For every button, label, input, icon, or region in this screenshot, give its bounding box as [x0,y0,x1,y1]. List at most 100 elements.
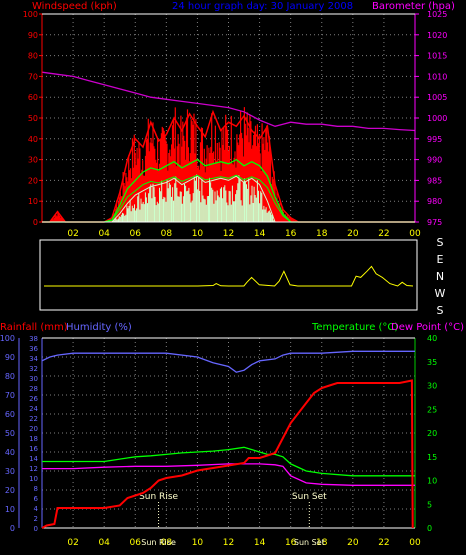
temperature-tick-label: 15 [427,453,437,462]
barometer-tick-label: 1010 [427,72,447,81]
rain-tick-label: 6 [34,495,39,503]
sun-annotation: Sun Set [292,492,327,502]
series-temperature [42,446,415,477]
series-barometer [41,71,416,132]
series-humidity [41,350,415,373]
x-tick-label: 06 [130,229,142,239]
barometer-tick-label: 1005 [427,93,447,102]
windspeed-tick-label: 50 [28,114,38,123]
x-tick-label: 18 [316,538,328,548]
windspeed-tick-label: 80 [28,52,38,61]
wind-baro-panel: 02 04 06 08 10 12 14 16 18 20 22 000102030405060708… [23,10,448,239]
series-average2 [42,175,415,223]
rain-tick-label: 38 [29,335,38,343]
direction-label: N [436,270,444,283]
barometer-tick-label: 995 [427,135,442,144]
humidity-tick-label: 90 [5,353,15,362]
sun-axis-annotation: Sun Rise [141,538,176,547]
series-average-low [42,174,415,223]
humidity-tick-label: 20 [5,486,15,495]
barometer-tick-label: 980 [427,197,442,206]
rain-tick-label: 2 [34,515,38,523]
x-tick-label: 22 [378,229,389,239]
chart-title: 24 hour graph day: 30 January 2008 [172,1,353,12]
x-tick-label: 14 [254,229,266,239]
rain-tick-label: 26 [29,395,38,403]
temperature-tick-label: 30 [427,382,437,391]
rain-tick-label: 18 [29,435,38,443]
x-tick-label: 20 [347,229,359,239]
humidity-tick-label: 10 [5,505,15,514]
humidity-axis-label: Humidity (%) [66,322,132,333]
rain-tick-label: 36 [29,345,38,353]
rain-tick-label: 8 [34,485,38,493]
humidity-tick-label: 30 [5,467,15,476]
windspeed-tick-label: 90 [28,31,38,40]
humidity-tick-label: 0 [10,524,15,533]
x-tick-label: 22 [378,538,389,548]
rain-tick-label: 28 [29,385,38,393]
series-rainfall [41,379,414,529]
x-tick-label: 16 [285,538,297,548]
windspeed-tick-label: 40 [28,135,38,144]
x-tick-label: 16 [285,229,297,239]
barometer-tick-label: 1000 [427,114,447,123]
x-tick-label: 20 [347,538,359,548]
x-tick-label: 04 [98,538,110,548]
temperature-axis-label: Temperature (°C) [311,322,398,333]
dewpoint-axis-label: Dew Point (°C) [391,322,464,333]
x-tick-label: 00 [409,538,421,548]
windspeed-tick-label: 70 [28,72,38,81]
x-tick-label: 00 [409,229,421,239]
temperature-tick-label: 20 [427,429,437,438]
x-tick-label: 10 [192,229,204,239]
sun-axis-annotation: Sun Set [294,538,325,547]
rain-tick-label: 0 [34,525,38,533]
windspeed-tick-label: 20 [28,176,38,185]
x-tick-label: 18 [316,229,328,239]
humidity-tick-label: 100 [0,334,15,343]
sun-annotation: Sun Rise [139,492,178,502]
x-tick-label: 06 [130,538,142,548]
barometer-tick-label: 1015 [427,52,447,61]
rain-tick-label: 12 [29,465,38,473]
windspeed-tick-label: 60 [28,93,38,102]
temperature-tick-label: 40 [427,334,437,343]
barometer-tick-label: 990 [427,156,442,165]
temperature-tick-label: 35 [427,358,437,367]
direction-label: W [435,287,446,300]
x-tick-label: 10 [192,538,204,548]
temperature-tick-label: 5 [427,500,432,509]
rain-tick-label: 22 [29,415,38,423]
rain-tick-label: 32 [29,365,38,373]
humidity-tick-label: 80 [5,372,15,381]
direction-frame [39,239,418,311]
barometer-tick-label: 1025 [427,10,447,19]
temperature-tick-label: 10 [427,477,437,486]
windspeed-tick-label: 10 [28,197,38,206]
windspeed-tick-label: 30 [28,156,38,165]
rain-tick-label: 4 [34,505,39,513]
temperature-tick-label: 25 [427,405,437,414]
direction-label: S [437,304,444,317]
x-tick-label: 12 [223,229,234,239]
rain-humidity-temp-panel: 02 04 06 08 10 12 14 16 18 20 22 000102030405060708… [0,334,437,548]
direction-label: E [437,253,444,266]
x-tick-label: 02 [67,538,78,548]
rain-tick-label: 30 [29,375,38,383]
series-direction [44,265,414,287]
x-tick-label: 08 [161,229,173,239]
barometer-tick-label: 985 [427,176,442,185]
x-tick-label: 02 [67,229,78,239]
humidity-tick-label: 70 [5,391,15,400]
rain-tick-label: 14 [29,455,38,463]
humidity-tick-label: 60 [5,410,15,419]
series-average [42,158,415,223]
direction-label: S [437,236,444,249]
rain-tick-label: 10 [29,475,38,483]
rainfall-axis-label: Rainfall (mm) [0,322,68,333]
humidity-tick-label: 50 [5,429,15,438]
series-average2-spikes [113,174,275,222]
